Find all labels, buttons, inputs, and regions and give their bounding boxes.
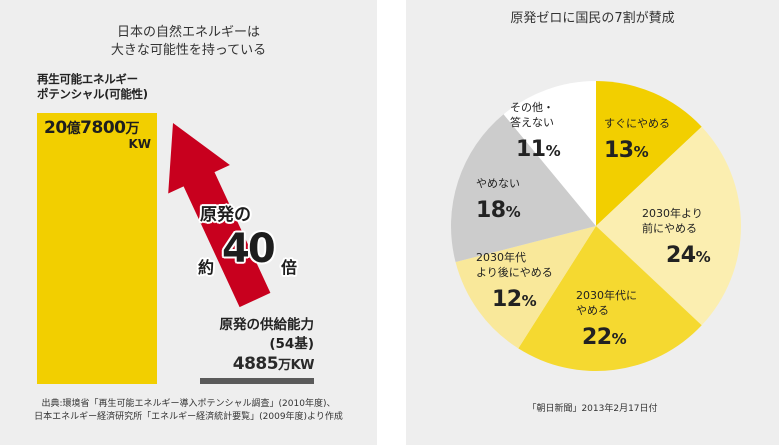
renewable-value-num1: 20 <box>44 118 67 138</box>
nuclear-bar <box>200 378 314 384</box>
right-panel: 原発ゼロに国民の7割が賛成 すぐにやめる 13% 2030年より 前にやめる 24% 20… <box>406 0 779 445</box>
nuclear-value: 4885万KW <box>180 354 315 374</box>
renewable-value: 20億7800万 <box>44 118 139 138</box>
nuclear-label-line-2: (54基) <box>269 336 314 352</box>
pie-slice-label-text: 2030年代に <box>576 289 637 302</box>
left-source-note: 出典:環境省「再生可能エネルギー導入ポテンシャル調査」(2010年度)、 日本エ… <box>0 398 377 424</box>
renewable-value-unit1: 億 <box>66 121 81 137</box>
pie-slice-percent: 24% <box>642 242 711 271</box>
left-panel: 日本の自然エネルギーは 大きな可能性を持っている 再生可能エネルギー ポテンシャ… <box>0 0 377 445</box>
pie-slice-label-1: 2030年より 前にやめる 24% <box>642 206 711 271</box>
renewable-label: 再生可能エネルギー ポテンシャル(可能性) <box>37 72 148 102</box>
renewable-value-num2: 7800 <box>80 118 126 138</box>
percent-sign: % <box>505 203 521 221</box>
renewable-label-line-1: 再生可能エネルギー <box>37 72 138 86</box>
percent-sign: % <box>611 330 627 348</box>
pie-slice-label-text: その他・ <box>510 101 554 114</box>
pie-slice-percent: 12% <box>476 286 553 315</box>
nuclear-label-line-1: 原発の供給能力 <box>219 317 315 333</box>
red-up-arrow-icon <box>168 123 271 308</box>
arrow-graphic <box>168 123 271 308</box>
pie-slice-label-4: やめない 18% <box>476 176 521 226</box>
pie-slice-percent: 11% <box>510 136 561 165</box>
renewable-value-unit2: 万 <box>125 121 140 137</box>
right-source-note: 「朝日新聞」2013年2月17日付 <box>527 404 658 414</box>
arrow-text-prefix: 約 <box>198 258 215 277</box>
pie-slice-label-text: より後にやめる <box>476 266 553 279</box>
nuclear-value-kw: KW <box>290 358 315 373</box>
pie-slice-percent: 18% <box>476 197 521 226</box>
pie-slice-percent-value: 12 <box>492 287 522 312</box>
pie-slice-percent-value: 22 <box>582 325 612 350</box>
percent-sign: % <box>633 143 649 161</box>
pie-slice-percent: 13% <box>604 137 670 166</box>
pie-slice-1 <box>596 126 742 326</box>
pie-slice-label-text: 前にやめる <box>642 222 697 235</box>
left-source-line-1: 出典:環境省「再生可能エネルギー導入ポテンシャル調査」(2010年度)、 <box>41 399 336 409</box>
pie-slice-5 <box>503 81 596 226</box>
pie-slice-label-text: やめない <box>476 177 520 190</box>
percent-sign: % <box>695 248 711 266</box>
pie-slice-label-text: やめる <box>576 304 609 317</box>
arrow-text-multiplier: 40 <box>222 226 276 272</box>
pie-slice-label-text: 答えない <box>510 116 554 129</box>
pie-slice-percent-value: 11 <box>516 137 546 162</box>
pie-slice-label-text: 2030年より <box>642 207 703 220</box>
percent-sign: % <box>545 142 561 160</box>
arrow-text-line1: 原発の <box>200 205 251 225</box>
renewable-label-line-2: ポテンシャル(可能性) <box>37 87 148 101</box>
left-title-line-2: 大きな可能性を持っている <box>110 43 267 58</box>
left-source-line-2: 日本エネルギー経済研究所「エネルギー経済統計要覧」(2009年度)より作成 <box>34 412 343 422</box>
renewable-bar <box>37 113 157 384</box>
pie-slice-0 <box>596 81 702 226</box>
pie-slice-3 <box>455 226 596 349</box>
left-chart-title: 日本の自然エネルギーは 大きな可能性を持っている <box>0 24 377 60</box>
pie-slice-percent: 22% <box>576 324 637 353</box>
pie-slice-label-2: 2030年代に やめる 22% <box>576 288 637 353</box>
nuclear-value-num: 4885 <box>232 354 279 374</box>
arrow-text-suffix: 倍 <box>281 258 298 277</box>
pie-slice-4 <box>451 114 596 263</box>
pie-slice-label-0: すぐにやめる 13% <box>604 116 670 166</box>
left-title-line-1: 日本の自然エネルギーは <box>116 25 260 40</box>
pie-chart <box>451 81 742 371</box>
renewable-unit: KW <box>128 137 151 151</box>
pie-slice-label-3: 2030年代より後にやめる 12% <box>476 250 553 315</box>
percent-sign: % <box>521 292 537 310</box>
pie-slice-percent-value: 13 <box>604 138 634 163</box>
pie-chart-title: 原発ゼロに国民の7割が賛成 <box>510 11 675 26</box>
pie-slice-2 <box>518 226 702 371</box>
nuclear-label: 原発の供給能力 (54基) <box>180 316 315 354</box>
pie-slice-label-text: 2030年代 <box>476 251 526 264</box>
pie-slice-percent-value: 24 <box>666 243 696 268</box>
pie-slice-label-text: すぐにやめる <box>604 117 670 130</box>
pie-slice-label-5: その他・答えない 11% <box>510 100 561 165</box>
nuclear-value-unit: 万 <box>278 358 291 373</box>
pie-slice-percent-value: 18 <box>476 198 506 223</box>
